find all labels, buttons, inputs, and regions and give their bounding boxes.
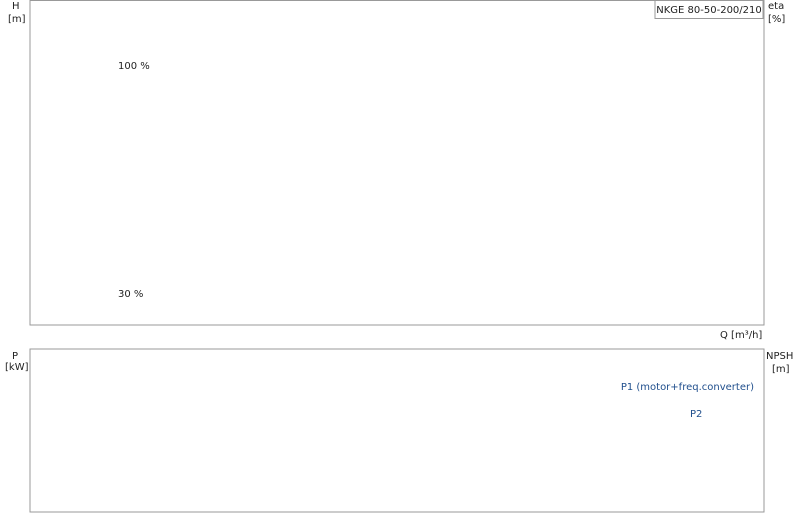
bottom-frame bbox=[29, 348, 765, 513]
y2-label: NPSH bbox=[766, 351, 793, 362]
annotation: 100 % bbox=[118, 61, 150, 72]
title-box bbox=[654, 0, 764, 19]
legend-label: P2 bbox=[690, 409, 702, 420]
y-label: H bbox=[12, 1, 20, 12]
y2-label: eta bbox=[768, 1, 784, 12]
annotation: 30 % bbox=[118, 289, 143, 300]
x-label: Q [m³/h] bbox=[720, 330, 762, 341]
legend-label: P1 (motor+freq.converter) bbox=[621, 382, 754, 393]
y-label: P bbox=[12, 351, 18, 362]
y-unit: [kW] bbox=[5, 362, 29, 373]
y2-unit: [%] bbox=[768, 14, 785, 25]
top-frame bbox=[29, 0, 765, 326]
y-unit: [m] bbox=[8, 14, 26, 25]
y2-unit: [m] bbox=[772, 364, 790, 375]
title: NKGE 80-50-200/210 bbox=[656, 5, 762, 16]
